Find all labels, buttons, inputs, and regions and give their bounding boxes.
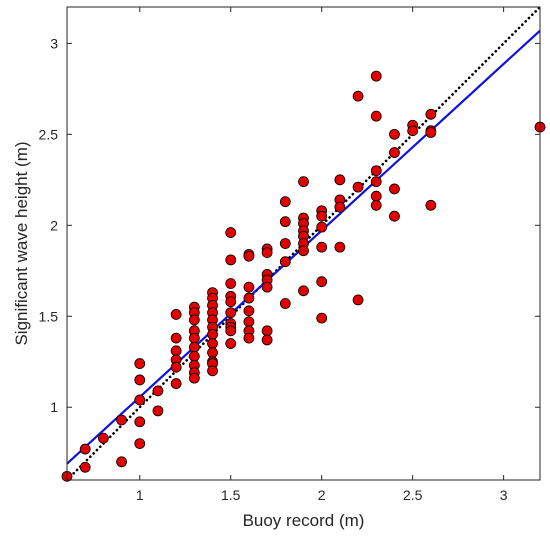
data-point xyxy=(225,254,237,266)
data-point xyxy=(170,345,182,357)
data-point xyxy=(316,210,328,222)
data-point xyxy=(188,314,200,326)
data-point xyxy=(207,347,218,359)
data-point xyxy=(370,199,382,211)
data-point xyxy=(207,365,218,377)
x-tick-label: 1 xyxy=(136,487,144,503)
y-tick-label: 1 xyxy=(50,399,58,415)
data-point xyxy=(407,125,419,137)
data-point xyxy=(243,281,255,293)
data-point xyxy=(389,183,400,195)
data-point xyxy=(207,338,218,349)
data-point xyxy=(134,394,146,406)
data-point xyxy=(170,332,182,344)
data-point xyxy=(225,307,237,319)
data-point xyxy=(352,181,364,193)
data-point xyxy=(116,456,127,468)
data-point xyxy=(152,405,164,417)
y-tick-label: 3 xyxy=(50,35,58,51)
data-point xyxy=(152,385,164,397)
x-tick-label: 2.5 xyxy=(403,487,423,503)
data-point xyxy=(243,316,255,328)
data-point xyxy=(370,190,382,202)
data-point xyxy=(261,334,273,346)
data-point xyxy=(170,378,182,389)
axis-ticks: 1 1.5 2 2.5 3 1 1.5 2 2.5 3 xyxy=(39,7,540,503)
data-point xyxy=(279,238,291,249)
data-point xyxy=(316,312,328,324)
data-point xyxy=(279,216,291,228)
data-point xyxy=(316,276,328,288)
data-point xyxy=(334,174,346,186)
data-point xyxy=(188,332,200,344)
y-axis-label: Significant wave height (m) xyxy=(12,141,31,345)
x-tick-label: 2 xyxy=(318,487,326,503)
data-point xyxy=(243,250,255,262)
data-point xyxy=(298,245,309,257)
data-point xyxy=(261,281,273,293)
data-point xyxy=(279,298,291,309)
data-point xyxy=(389,147,400,158)
x-tick-label: 1.5 xyxy=(221,487,241,503)
data-point xyxy=(334,201,346,213)
data-point xyxy=(225,325,237,337)
data-point xyxy=(279,196,291,208)
data-point xyxy=(116,414,127,426)
data-point xyxy=(243,305,255,317)
data-point xyxy=(170,309,182,320)
data-point xyxy=(261,325,273,337)
data-point xyxy=(389,128,400,140)
data-point xyxy=(225,296,237,308)
data-point xyxy=(370,70,382,82)
x-tick-label: 3 xyxy=(500,487,508,503)
data-point xyxy=(298,285,309,297)
data-point xyxy=(352,90,364,102)
y-tick-label: 2.5 xyxy=(39,126,59,142)
data-point xyxy=(134,358,146,369)
data-point xyxy=(134,374,146,386)
data-point xyxy=(334,241,346,253)
data-point xyxy=(261,247,273,258)
data-point xyxy=(298,176,309,188)
data-point xyxy=(225,227,237,238)
data-point xyxy=(79,461,91,473)
data-point xyxy=(389,210,400,222)
data-point xyxy=(134,438,146,450)
data-point xyxy=(370,110,382,122)
data-point xyxy=(170,361,182,373)
data-point xyxy=(243,332,255,344)
data-point xyxy=(352,294,364,306)
data-point xyxy=(188,350,200,362)
data-point xyxy=(370,165,382,177)
data-point xyxy=(316,241,328,253)
data-point xyxy=(97,432,109,444)
data-point xyxy=(207,329,218,340)
data-point xyxy=(425,127,437,138)
data-point xyxy=(425,108,437,120)
data-points xyxy=(61,70,546,482)
data-point xyxy=(188,341,200,353)
data-point xyxy=(425,199,437,211)
data-point xyxy=(79,443,91,455)
x-axis-label: Buoy record (m) xyxy=(243,511,365,530)
data-point xyxy=(225,278,237,289)
data-point xyxy=(134,416,146,428)
y-tick-label: 2 xyxy=(50,217,58,233)
y-tick-label: 1.5 xyxy=(39,308,59,324)
data-point xyxy=(316,221,328,233)
data-point xyxy=(243,292,255,304)
axes-box xyxy=(66,6,541,481)
data-point xyxy=(188,372,200,384)
data-point xyxy=(225,338,237,349)
data-point xyxy=(279,256,291,268)
data-point xyxy=(370,176,382,188)
